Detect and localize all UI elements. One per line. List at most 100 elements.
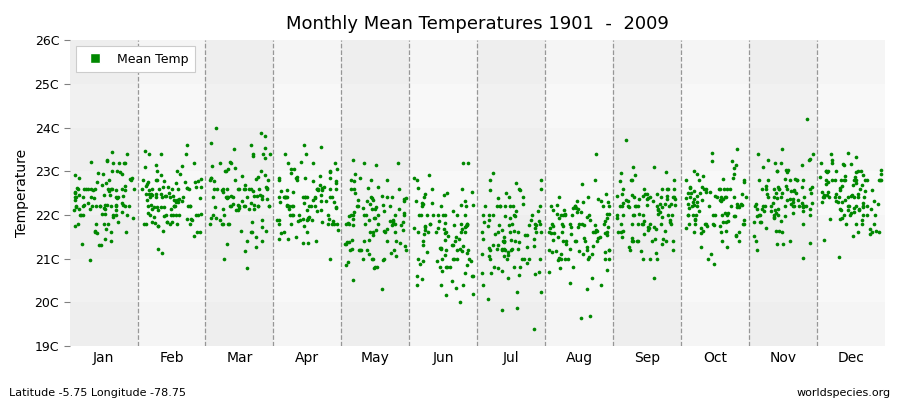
Point <box>423 220 437 227</box>
Point <box>308 194 322 201</box>
Point <box>248 234 263 240</box>
Point <box>329 179 344 186</box>
Point <box>206 212 220 218</box>
Point <box>636 218 651 224</box>
Point <box>506 203 520 210</box>
Point <box>735 191 750 197</box>
Point <box>458 212 473 218</box>
Point <box>485 212 500 218</box>
Point <box>145 192 159 198</box>
Point <box>392 206 407 213</box>
Point <box>297 142 311 149</box>
Point <box>713 186 727 192</box>
Point <box>435 256 449 262</box>
Point <box>856 200 870 206</box>
Point <box>229 206 243 213</box>
Point <box>841 206 855 213</box>
Point <box>327 198 341 205</box>
Point <box>387 229 401 236</box>
Point <box>356 204 371 211</box>
Point <box>626 238 640 244</box>
Point <box>281 236 295 243</box>
Point <box>844 161 859 167</box>
Point <box>770 195 785 202</box>
Point <box>787 188 801 194</box>
Point <box>771 186 786 193</box>
Point <box>341 220 356 226</box>
Point <box>623 247 637 253</box>
Point <box>502 203 517 210</box>
Point <box>289 234 303 240</box>
Point <box>602 247 616 253</box>
Point <box>787 187 801 194</box>
Point <box>446 222 461 228</box>
Point <box>668 202 682 208</box>
Point <box>68 172 83 179</box>
Point <box>109 207 123 214</box>
Point <box>292 212 306 218</box>
Point <box>101 186 115 192</box>
Point <box>849 177 863 183</box>
Point <box>626 212 641 218</box>
Point <box>164 212 178 218</box>
Point <box>303 203 318 210</box>
Point <box>786 203 800 210</box>
Bar <box>613 40 681 346</box>
Point <box>634 220 649 227</box>
Point <box>449 234 464 240</box>
Point <box>754 219 769 225</box>
Point <box>756 164 770 170</box>
Point <box>244 200 258 206</box>
Point <box>459 203 473 210</box>
Point <box>770 184 785 190</box>
Point <box>165 186 179 192</box>
Point <box>102 188 116 194</box>
Point <box>758 203 772 210</box>
Point <box>775 229 789 236</box>
Point <box>836 162 850 168</box>
Point <box>726 194 741 201</box>
Point <box>208 204 222 210</box>
Title: Monthly Mean Temperatures 1901  -  2009: Monthly Mean Temperatures 1901 - 2009 <box>286 15 669 33</box>
Point <box>586 229 600 236</box>
Point <box>176 194 190 201</box>
Point <box>385 217 400 224</box>
Point <box>365 229 380 236</box>
Point <box>67 207 81 213</box>
Point <box>720 186 734 192</box>
Point <box>544 203 559 210</box>
Point <box>162 190 176 196</box>
Point <box>615 190 629 197</box>
Point <box>721 210 735 216</box>
Point <box>122 203 136 210</box>
Point <box>421 229 436 235</box>
Point <box>415 276 429 282</box>
Point <box>491 229 506 236</box>
Point <box>661 186 675 192</box>
Point <box>283 212 297 218</box>
Point <box>820 169 834 176</box>
Point <box>257 133 272 140</box>
Point <box>622 244 636 250</box>
Point <box>260 186 274 192</box>
Point <box>433 264 447 271</box>
Point <box>648 249 662 256</box>
Point <box>650 203 664 210</box>
Point <box>831 199 845 205</box>
Point <box>406 225 420 232</box>
Point <box>213 216 228 223</box>
Point <box>666 186 680 192</box>
Point <box>663 219 678 225</box>
Point <box>135 186 149 192</box>
Point <box>686 212 700 218</box>
Point <box>532 218 546 224</box>
Point <box>230 207 245 214</box>
Point <box>770 168 785 174</box>
Point <box>508 212 522 219</box>
Point <box>296 216 310 222</box>
Point <box>322 216 337 222</box>
Point <box>482 245 497 252</box>
Point <box>87 186 102 192</box>
Point <box>258 172 273 178</box>
Point <box>490 246 504 252</box>
